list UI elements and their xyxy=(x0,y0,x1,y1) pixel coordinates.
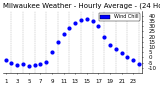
Legend: Wind Chill: Wind Chill xyxy=(99,13,140,21)
Text: Milwaukee Weather - Hourly Average - (24 Hours): Milwaukee Weather - Hourly Average - (24… xyxy=(3,3,160,9)
